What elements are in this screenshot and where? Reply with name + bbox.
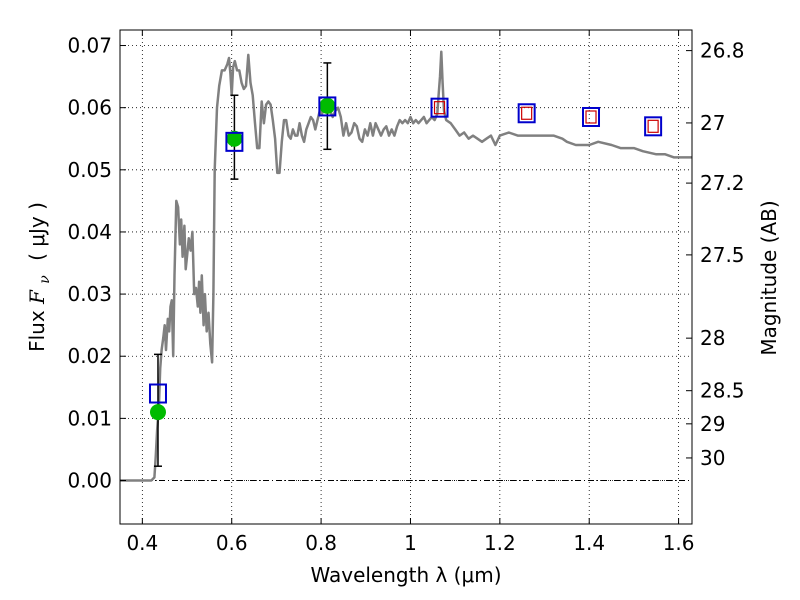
y-tick-label: 0.05 bbox=[67, 158, 112, 182]
x-tick-label: 0.6 bbox=[216, 531, 248, 555]
right-tick-labels: 26.8 27 27.2 27.5 28 28.5 29 30 bbox=[700, 39, 745, 470]
model-photometry-inner-square bbox=[433, 101, 446, 115]
x-tick-label: 1.2 bbox=[484, 531, 516, 555]
right-tick-label: 27.2 bbox=[700, 171, 745, 195]
y-axis-title-unit: ( μJy ) bbox=[25, 202, 49, 261]
model-photometry-square bbox=[430, 97, 449, 118]
observed-point bbox=[319, 97, 336, 114]
right-tick-label: 29 bbox=[700, 412, 725, 436]
right-tick-label: 26.8 bbox=[700, 39, 745, 63]
y-tick-labels: 0.00 0.01 0.02 0.03 0.04 0.05 0.06 0.07 bbox=[67, 34, 112, 493]
plot-frame bbox=[119, 29, 693, 525]
y-tick-label: 0.07 bbox=[67, 34, 112, 58]
right-tick-label: 27 bbox=[700, 111, 725, 135]
y-axis-title: Flux F ν ( μJy ) bbox=[25, 202, 54, 352]
right-tick-label: 30 bbox=[700, 446, 725, 470]
observed-point bbox=[149, 404, 166, 421]
model-photometry-layer bbox=[148, 96, 663, 404]
model-photometry-square bbox=[582, 106, 601, 127]
model-photometry-square bbox=[644, 116, 663, 137]
y-tick-label: 0.00 bbox=[67, 469, 112, 493]
observed-point bbox=[226, 130, 243, 147]
observed-layer bbox=[149, 97, 336, 421]
x-tick-label: 1 bbox=[404, 531, 417, 555]
x-axis-title: Wavelength λ (μm) bbox=[310, 563, 501, 587]
x-tick-labels: 0.4 0.6 0.8 1 1.2 1.4 1.6 bbox=[126, 531, 694, 555]
right-tick-label: 28.5 bbox=[700, 379, 745, 403]
model-photometry-square bbox=[148, 383, 167, 404]
y-axis-title-prefix: Flux bbox=[25, 304, 49, 352]
model-photometry-inner-square bbox=[647, 119, 659, 133]
sed-layer bbox=[120, 50, 692, 482]
sed-model-line bbox=[120, 50, 692, 482]
y-tick-label: 0.03 bbox=[67, 282, 112, 306]
right-axis-title: Magnitude (AB) bbox=[757, 200, 781, 355]
model-photometry-inner-square bbox=[521, 106, 533, 120]
model-photometry-square bbox=[517, 103, 536, 124]
right-tick-label: 28 bbox=[700, 326, 725, 350]
model-photometry-inner-square bbox=[585, 110, 597, 124]
x-tick-label: 1.4 bbox=[573, 531, 605, 555]
y-tick-label: 0.02 bbox=[67, 344, 112, 368]
x-tick-label: 0.8 bbox=[305, 531, 337, 555]
x-tick-label: 0.4 bbox=[126, 531, 158, 555]
right-tick-label: 27.5 bbox=[700, 243, 745, 267]
ticks-layer bbox=[120, 30, 692, 524]
model-photometry-square bbox=[318, 96, 337, 117]
y-axis-title-symbol: F bbox=[25, 289, 49, 305]
y-tick-label: 0.01 bbox=[67, 406, 112, 430]
y-tick-label: 0.06 bbox=[67, 96, 112, 120]
x-tick-label: 1.6 bbox=[663, 531, 695, 555]
y-axis-title-subscript: ν bbox=[37, 275, 53, 284]
model-photometry-square bbox=[225, 131, 244, 152]
y-tick-label: 0.04 bbox=[67, 220, 112, 244]
